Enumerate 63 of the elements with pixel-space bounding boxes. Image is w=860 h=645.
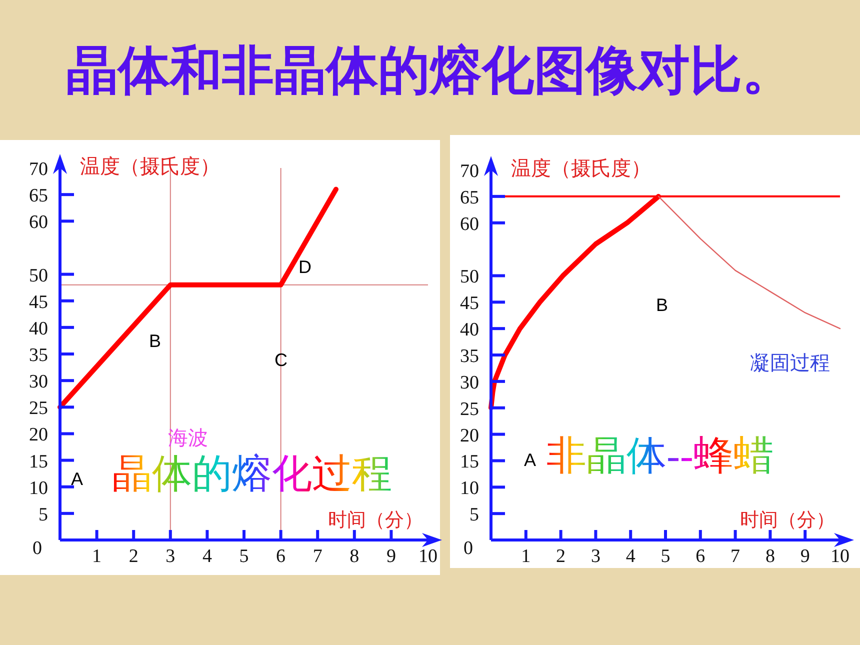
x-tick-label: 6 xyxy=(696,546,706,567)
line-series xyxy=(658,196,841,330)
y-tick-label: 10 xyxy=(29,478,48,499)
x-tick-label: 5 xyxy=(239,546,249,567)
y-tick-label: 65 xyxy=(460,187,479,208)
y-tick-label: 20 xyxy=(460,425,479,446)
y-tick-label: 0 xyxy=(32,538,42,559)
x-tick-label: 5 xyxy=(660,546,670,567)
x-tick-label: 2 xyxy=(556,546,566,567)
y-tick-label: 45 xyxy=(460,293,479,314)
x-tick-label: 10 xyxy=(830,546,850,567)
x-tick-label: 3 xyxy=(166,546,176,567)
y-tick-label: 65 xyxy=(29,186,48,207)
y-tick-label: 15 xyxy=(29,451,48,472)
x-tick-label: 10 xyxy=(418,546,438,567)
y-tick-label: 35 xyxy=(460,346,479,367)
x-tick-label: 3 xyxy=(590,546,600,567)
annotation: 非晶体--蜂蜡 xyxy=(546,433,774,478)
y-tick-label: 30 xyxy=(460,372,479,394)
x-tick-label: 8 xyxy=(350,546,360,567)
y-tick-label: 20 xyxy=(29,424,48,446)
y-tick-label: 60 xyxy=(29,212,48,234)
annotation: C xyxy=(274,350,288,370)
y-tick-label: 40 xyxy=(29,318,48,340)
y-tick-label: 5 xyxy=(470,504,479,526)
chart-title: 晶体和非晶体的熔化图像对比。 xyxy=(66,43,794,100)
x-tick-label: 4 xyxy=(626,546,636,567)
x-tick-label: 1 xyxy=(521,546,531,567)
annotation: A xyxy=(70,468,84,489)
y-tick-label: 40 xyxy=(460,320,479,341)
annotation: 凝固过程 xyxy=(750,352,830,375)
y-tick-label: 50 xyxy=(460,266,479,288)
y-tick-label: 0 xyxy=(464,538,473,559)
y-tick-label: 15 xyxy=(460,452,479,473)
y-tick-label: 70 xyxy=(29,159,48,180)
x-tick-label: 7 xyxy=(312,546,322,567)
annotation: 晶体的熔化过程 xyxy=(112,451,392,496)
x-tick-label: 8 xyxy=(765,546,775,567)
y-tick-label: 70 xyxy=(460,161,479,182)
annotation: B xyxy=(656,294,668,315)
y-tick-label: 25 xyxy=(460,398,479,420)
y-tick-label: 60 xyxy=(460,214,479,235)
x-axis-title: 时间（分） xyxy=(740,510,835,531)
x-tick-label: 1 xyxy=(92,546,102,567)
y-axis-title: 温度（摄氏度） xyxy=(511,158,651,180)
x-axis-title: 时间（分） xyxy=(328,510,423,531)
y-tick-label: 45 xyxy=(29,292,48,313)
x-tick-label: 2 xyxy=(128,546,138,567)
annotation: A xyxy=(524,450,536,470)
y-tick-label: 35 xyxy=(29,345,48,366)
y-tick-label: 5 xyxy=(38,504,48,526)
x-tick-label: 9 xyxy=(386,546,396,567)
y-axis-title: 温度（摄氏度） xyxy=(80,156,220,178)
y-tick-label: 10 xyxy=(460,478,479,500)
y-tick-label: 50 xyxy=(29,265,48,286)
x-tick-label: 6 xyxy=(276,546,286,567)
x-tick-label: 9 xyxy=(800,546,810,567)
y-tick-label: 25 xyxy=(29,398,48,420)
annotation: B xyxy=(148,330,162,351)
y-tick-label: 30 xyxy=(29,372,48,393)
x-tick-label: 7 xyxy=(730,546,740,567)
x-tick-label: 4 xyxy=(202,546,212,567)
annotation: D xyxy=(298,256,312,277)
